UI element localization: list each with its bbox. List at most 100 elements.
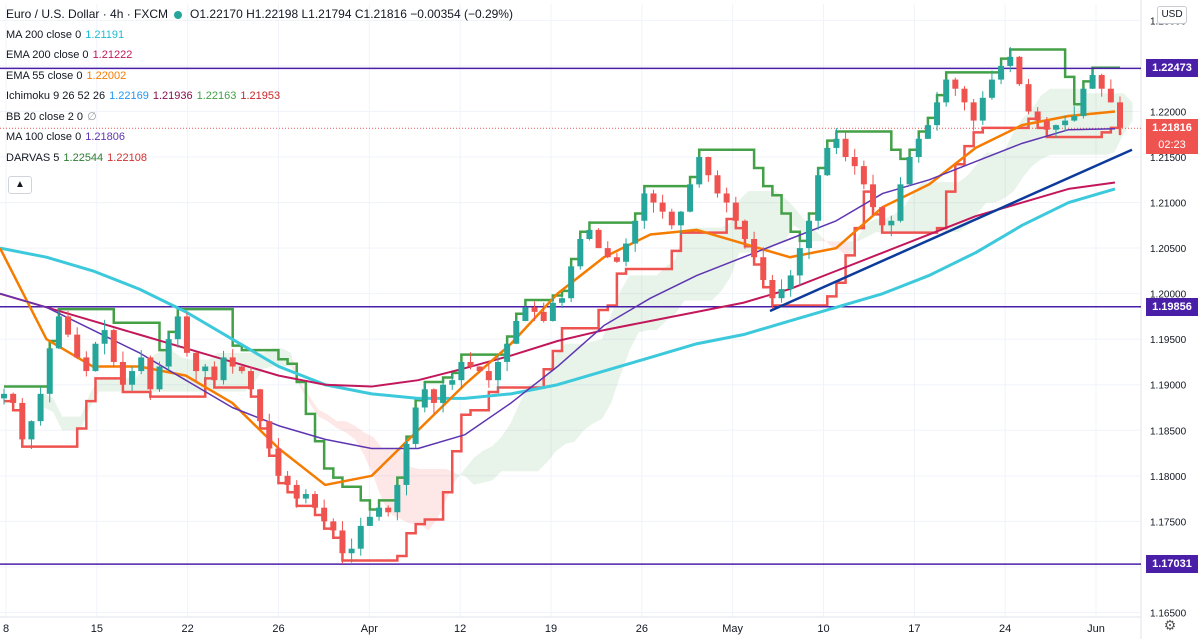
candle-body: [193, 352, 200, 372]
candle-body: [924, 125, 931, 139]
indicator-row[interactable]: Ichimoku 9 26 52 26 1.22169 1.21936 1.22163…: [6, 86, 513, 107]
cloud-segment: [172, 350, 182, 392]
currency-button[interactable]: USD: [1157, 6, 1187, 24]
candle-body: [385, 507, 392, 513]
candle-body: [440, 384, 447, 403]
cloud-segment: [71, 416, 81, 431]
candle-body: [604, 248, 611, 258]
candle-body: [805, 220, 812, 249]
candle-body: [641, 193, 648, 221]
indicator-value: 1.22544: [63, 151, 104, 164]
candle-body: [998, 65, 1005, 80]
indicator-value: 1.22002: [86, 69, 127, 82]
candle-body: [1107, 88, 1114, 103]
indicator-line: [0, 110, 1116, 487]
candle-body: [101, 330, 108, 344]
cloud-segment: [702, 227, 712, 301]
x-tick-label: 24: [999, 623, 1011, 635]
candle-body: [751, 238, 758, 258]
x-tick-label: 26: [636, 623, 648, 635]
candle-body: [1034, 111, 1041, 121]
price-candles: [1, 47, 1123, 564]
candle-body: [549, 302, 556, 321]
cloud-segment: [382, 448, 392, 515]
candle-body: [815, 175, 822, 221]
candle-body: [19, 402, 26, 440]
indicator-row[interactable]: EMA 55 close 0 1.22002: [6, 66, 513, 87]
candle-body: [394, 484, 401, 513]
cloud-segment: [135, 368, 145, 392]
indicator-row[interactable]: BB 20 close 2 0 ∅: [6, 107, 513, 128]
candle-body: [183, 316, 190, 353]
candle-body: [92, 343, 99, 372]
candle-body: [83, 357, 90, 372]
cloud-segment: [867, 218, 877, 237]
candle-body: [879, 207, 886, 226]
candle-body: [376, 507, 383, 517]
cloud-segment: [1105, 93, 1115, 155]
candle-body: [357, 525, 364, 549]
x-tick-label: 22: [182, 623, 194, 635]
candle-body: [110, 330, 117, 362]
symbol-row: Euro / U.S. Dollar · 4h · FXCM O1.22170 H…: [6, 4, 513, 25]
candle-body: [312, 494, 319, 508]
candle-body: [559, 298, 565, 303]
candle-body: [1062, 120, 1069, 126]
cloud-segment: [794, 207, 804, 233]
candle-body: [339, 530, 346, 554]
cloud-segment: [949, 182, 959, 233]
indicator-name: DARVAS 5: [6, 151, 60, 164]
cloud-segment: [1086, 93, 1096, 155]
candle-body: [961, 88, 968, 103]
indicator-row[interactable]: MA 100 close 0 1.21806: [6, 127, 513, 148]
indicator-line: [0, 128, 1116, 450]
candle-body: [74, 334, 81, 358]
indicator-row[interactable]: MA 200 close 0 1.21191: [6, 25, 513, 46]
settings-icon[interactable]: ⚙: [1163, 617, 1177, 633]
cloud-segment: [464, 457, 474, 485]
indicator-name: MA 100 close 0: [6, 131, 82, 143]
indicator-row[interactable]: DARVAS 5 1.22544 1.22108: [6, 148, 513, 169]
y-tick-label: 1.17500: [1150, 517, 1187, 528]
candle-body: [1089, 75, 1096, 89]
x-tick-label: Apr: [361, 623, 378, 635]
cloud-segment: [309, 396, 319, 417]
cloud-segment: [409, 466, 420, 524]
cloud-segment: [547, 352, 557, 463]
candle-body: [778, 289, 785, 299]
candle-body: [934, 102, 941, 126]
cloud-segment: [611, 291, 621, 403]
symbol-title[interactable]: Euro / U.S. Dollar · 4h · FXCM: [6, 7, 169, 21]
candle-body: [677, 211, 684, 226]
indicator-value: 1.21806: [85, 131, 125, 143]
cloud-segment: [355, 425, 365, 456]
cloud-segment: [364, 432, 374, 476]
level-price-tag: 1.17031: [1146, 555, 1198, 574]
x-tick-label: 19: [545, 623, 557, 635]
y-tick-label: 1.21500: [1150, 153, 1187, 164]
indicator-value: 1.21953: [240, 90, 281, 102]
cloud-segment: [1123, 93, 1133, 135]
candle-body: [687, 184, 694, 212]
cloud-segment: [986, 152, 996, 203]
level-price-tag: 1.22473: [1146, 59, 1198, 78]
cloud-segment: [53, 398, 63, 431]
candle-body: [714, 175, 721, 194]
cloud-segment: [327, 414, 337, 428]
candle-body: [513, 320, 520, 344]
candle-body: [897, 184, 904, 221]
indicator-value: 1.21222: [92, 49, 133, 61]
x-tick-label: Jun: [1087, 623, 1105, 635]
collapse-legend-button[interactable]: ▲: [8, 176, 32, 194]
candle-body: [824, 147, 831, 176]
y-tick-label: 1.20500: [1150, 244, 1187, 255]
cloud-segment: [537, 373, 548, 472]
y-tick-label: 1.22000: [1150, 107, 1187, 118]
time-axis: 8 15 22 26 Apr 12 19 26 May 10 17 24 Jun: [0, 616, 1141, 635]
cloud-segment: [455, 468, 465, 481]
x-tick-label: 12: [454, 623, 466, 635]
indicator-value: 1.22108: [107, 151, 147, 164]
indicator-row[interactable]: EMA 200 close 0 1.21222: [6, 45, 513, 66]
candle-body: [915, 138, 922, 158]
